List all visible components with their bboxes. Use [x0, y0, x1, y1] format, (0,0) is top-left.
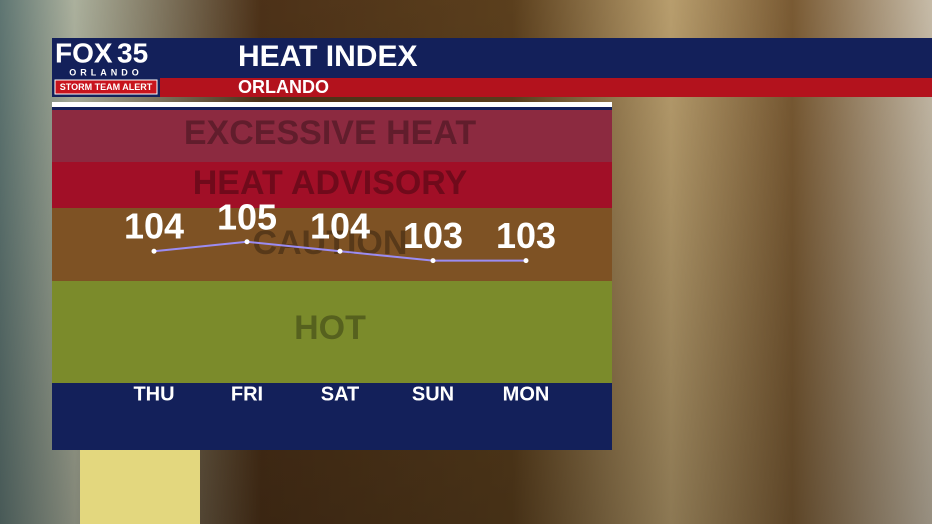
point	[337, 248, 343, 254]
alert-badge	[54, 79, 158, 95]
zone-label: HOT	[294, 309, 366, 347]
x-tick-label: SUN	[412, 383, 454, 405]
title-bar	[52, 38, 932, 78]
zone-label: HEAT ADVISORY	[193, 164, 468, 202]
zone-label: EXCESSIVE HEAT	[184, 114, 476, 152]
value-label: 104	[124, 206, 184, 247]
background-object	[80, 450, 200, 524]
subtitle: ORLANDO	[238, 77, 329, 97]
point	[244, 239, 250, 245]
zone-advisory	[52, 162, 612, 208]
logo-number: 35	[117, 37, 148, 68]
title: HEAT INDEX	[238, 40, 417, 73]
logo-city: ORLANDO	[69, 67, 143, 77]
x-tick-label: THU	[133, 383, 174, 405]
zone-hot	[52, 281, 612, 383]
value-label: 103	[496, 215, 556, 256]
zone-caution	[52, 208, 612, 281]
point	[523, 258, 529, 264]
panel-top	[52, 102, 612, 107]
point	[430, 258, 436, 264]
value-label: 105	[217, 196, 277, 237]
x-tick-label: SAT	[321, 383, 360, 405]
logo: FOX	[55, 37, 113, 68]
value-label: 103	[403, 215, 463, 256]
value-label: 104	[310, 206, 370, 247]
alert-text: STORM TEAM ALERT	[60, 82, 153, 92]
subtitle-bar	[52, 78, 932, 97]
x-tick-label: MON	[503, 383, 550, 405]
zone-excessive	[52, 110, 612, 162]
point	[151, 248, 157, 254]
x-tick-label: FRI	[231, 383, 263, 405]
